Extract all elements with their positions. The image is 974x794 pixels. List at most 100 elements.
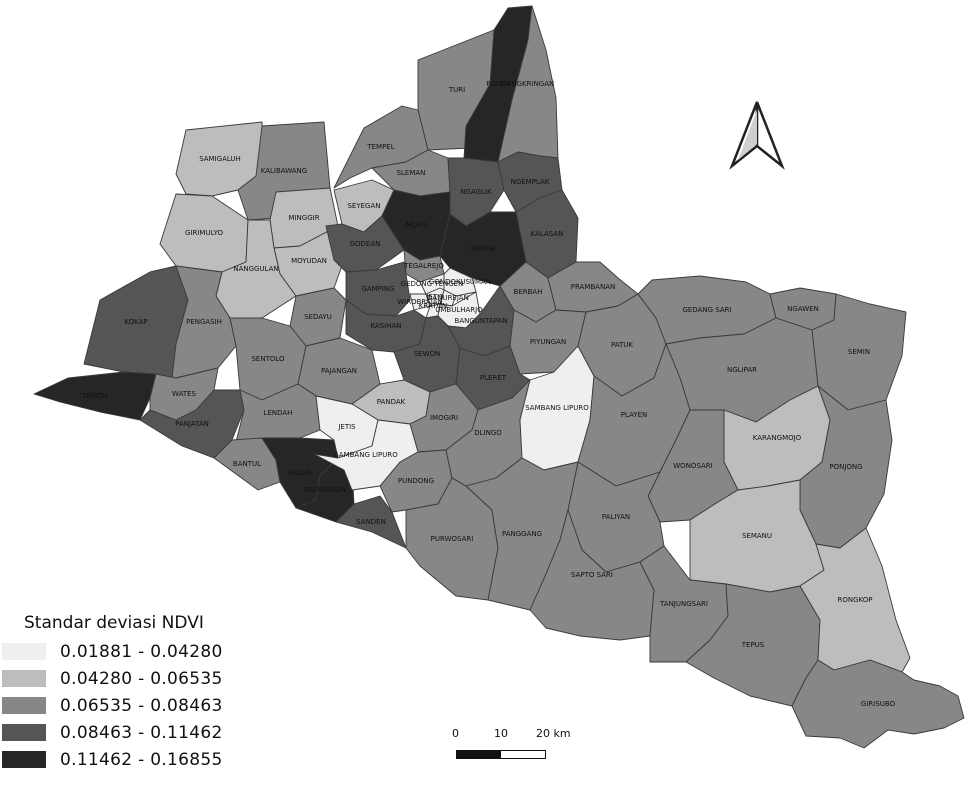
district-label: SEMIN — [848, 348, 870, 356]
district-label: PUNDONG — [398, 477, 434, 485]
district-label: SEWON — [414, 350, 441, 358]
legend-swatch — [2, 697, 46, 714]
district-label: PLERET — [480, 374, 507, 382]
district-label: WIROBRAJAN — [397, 298, 443, 306]
district-label: SLEMAN — [397, 169, 426, 177]
district-lendah[interactable] — [235, 383, 321, 443]
district-label: PONJONG — [829, 463, 862, 471]
district-label: DLINGO — [474, 429, 502, 437]
district-label: MLATI — [406, 221, 427, 229]
district-label: PATUK — [611, 341, 633, 349]
district-label: DANUREJAN — [427, 294, 469, 302]
legend-item: 0.01881 - 0.04280 — [2, 638, 262, 665]
district-label: WATES — [172, 390, 196, 398]
district-label: WONOSARI — [673, 462, 712, 470]
district-label: BERBAH — [514, 288, 543, 296]
district-label: SAPTO SARI — [571, 571, 613, 579]
scale-label-20: 20 km — [536, 727, 571, 740]
district-kota-small[interactable] — [425, 287, 445, 307]
district-girisubo[interactable] — [791, 659, 965, 749]
district-label: NGLIPAR — [727, 366, 757, 374]
district-label: CANGKRINGAN — [502, 80, 555, 88]
legend-label: 0.06535 - 0.08463 — [60, 695, 223, 716]
district-label: SEMANU — [742, 532, 772, 540]
district-label: SANDEN — [356, 518, 386, 526]
district-label: TEMON — [81, 392, 107, 400]
district-label: JETIS — [337, 423, 356, 431]
district-label: MINGGIR — [288, 214, 319, 222]
district-label: TEMPEL — [366, 143, 394, 151]
legend: Standar deviasi NDVI 0.01881 - 0.04280 0.… — [2, 611, 262, 773]
legend-rows: 0.01881 - 0.04280 0.04280 - 0.06535 0.0653… — [2, 638, 262, 773]
legend-item: 0.08463 - 0.11462 — [2, 719, 262, 746]
district-label: GALUR — [288, 469, 312, 477]
district-label: PLAYEN — [621, 411, 647, 419]
district-label: GONDOKUSUMAN — [429, 278, 491, 286]
district-labels: SAMIGALUH KALIBAWANG MINGGIR GIRIMULYO MOYUD… — [81, 80, 895, 708]
district-label: NGAWEN — [787, 305, 819, 313]
district-label: NGEMPLAK — [511, 178, 550, 186]
north-arrow-icon — [729, 101, 785, 170]
district-label: KASIHAN — [370, 322, 401, 330]
scale-bar: 0 10 20 km — [448, 727, 578, 767]
district-label: GIRISUBO — [861, 700, 896, 708]
legend-item: 0.11462 - 0.16855 — [2, 746, 262, 773]
district-label: PIYUNGAN — [530, 338, 566, 346]
district-label: RONGKOP — [838, 596, 873, 604]
district-label: PANGGANG — [502, 530, 542, 538]
legend-swatch — [2, 643, 46, 660]
district-label: PANDAK — [377, 398, 406, 406]
scale-label-0: 0 — [452, 727, 459, 740]
legend-label: 0.04280 - 0.06535 — [60, 668, 223, 689]
district-label: TEPUS — [741, 641, 765, 649]
district-label: NGAGLIK — [460, 188, 492, 196]
district-label: PALIYAN — [602, 513, 630, 521]
district-label: GODEAN — [350, 240, 381, 248]
legend-label: 0.01881 - 0.04280 — [60, 641, 223, 662]
district-label: SEDAYU — [304, 313, 332, 321]
legend-swatch — [2, 724, 46, 741]
district-label: BANGUNTAPAN — [455, 317, 508, 325]
scale-segment-white — [500, 750, 546, 759]
district-label: BANTUL — [233, 460, 261, 468]
legend-title: Standar deviasi NDVI — [24, 613, 204, 633]
district-label: GAMPING — [361, 285, 394, 293]
district-label: SENTOLO — [251, 355, 285, 363]
district-label: JETIS — [425, 293, 444, 301]
legend-item: 0.06535 - 0.08463 — [2, 692, 262, 719]
legend-label: 0.08463 - 0.11462 — [60, 722, 223, 743]
district-label: DEPOK — [471, 245, 496, 253]
district-label: PURWOSARI — [431, 535, 474, 543]
scale-segment-black — [456, 750, 500, 759]
district-label: NANGGULAN — [233, 265, 278, 273]
district-label: TEGALREJO — [403, 262, 444, 270]
district-label: KRATON — [419, 302, 447, 310]
district-label: KARANGMOJO — [753, 434, 802, 442]
district-label: IMOGIRI — [430, 414, 458, 422]
district-label: TURI — [448, 86, 465, 94]
legend-label: 0.11462 - 0.16855 — [60, 749, 223, 770]
legend-item: 0.04280 - 0.06535 — [2, 665, 262, 692]
district-label: SAMBANG LIPURO — [334, 451, 398, 459]
district-label: GIRIMULYO — [185, 229, 223, 237]
district-label: TANJUNGSARI — [659, 600, 708, 608]
district-label: PANJATAN — [175, 420, 209, 428]
district-label: PAKEM — [486, 80, 510, 88]
district-label: PAJANGAN — [321, 367, 357, 375]
legend-swatch — [2, 751, 46, 768]
district-label: SAMBANG LIPURO — [525, 404, 589, 412]
district-label: PRAMBANAN — [571, 283, 615, 291]
legend-swatch — [2, 670, 46, 687]
scale-label-10: 10 — [494, 727, 508, 740]
district-label: KOKAP — [124, 318, 147, 326]
district-label: UMBULHARJO — [435, 306, 483, 314]
district-label: MOYUDAN — [291, 257, 327, 265]
district-label: GEDANG SARI — [682, 306, 731, 314]
district-label: KALASAN — [531, 230, 564, 238]
district-label: PENGASIH — [186, 318, 222, 326]
district-label: KALIBAWANG — [261, 167, 307, 175]
district-label: SRANDAKAN — [303, 486, 347, 494]
district-label: GEDONG TENGEN — [401, 280, 464, 288]
district-label: SEYEGAN — [347, 202, 380, 210]
